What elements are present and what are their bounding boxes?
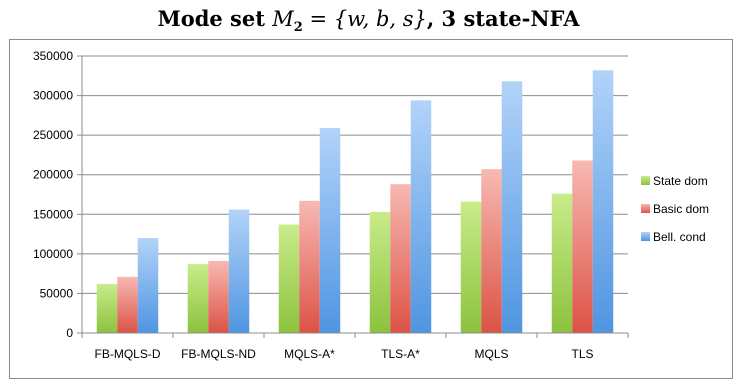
chart-title-prefix: Mode set (157, 6, 273, 31)
gridlines (82, 55, 628, 334)
legend-label: Bell. cond (653, 230, 706, 244)
bar-state-dom-tls-a (369, 211, 391, 333)
bar-basic-dom-fb-mqls-d (117, 276, 138, 333)
bar-bell-cond-mqls-a (319, 128, 341, 333)
y-tick-label: 200000 (33, 168, 73, 182)
y-axis: 0 50000 100000 150000 200000 250000 300000 3500… (33, 49, 83, 340)
bar-state-dom-fb-mqls-nd (187, 264, 209, 333)
bar-state-dom-mqls-a (278, 224, 300, 333)
legend-swatch (641, 204, 650, 213)
chart-title: Mode set M2 = {w, b, s}, 3 state-NFA (0, 6, 737, 35)
chart-title-math-symbol: M (272, 7, 294, 31)
bar-basic-dom-mqls (481, 169, 502, 333)
bar-state-dom-fb-mqls-d (96, 283, 118, 333)
x-tick-label: MQLS-A* (284, 347, 335, 361)
y-tick-label: 150000 (33, 207, 73, 221)
bar-bell-cond-tls-a (410, 100, 432, 333)
y-tick-label: 250000 (33, 128, 73, 142)
bar-bell-cond-fb-mqls-nd (228, 209, 250, 333)
legend: State dom Basic dom Bell. cond (641, 174, 709, 244)
legend-label: Basic dom (653, 202, 709, 216)
y-tick-label: 50000 (40, 286, 74, 300)
bar-basic-dom-tls (572, 160, 593, 333)
y-tick-label: 0 (66, 326, 73, 340)
bar-basic-dom-tls-a (390, 184, 411, 333)
x-tick-label: TLS (571, 347, 593, 361)
x-tick-label: FB-MQLS-ND (181, 347, 256, 361)
chart-title-suffix: , 3 state-NFA (426, 6, 580, 31)
chart-area (9, 39, 733, 379)
bar-state-dom-tls (551, 193, 573, 333)
x-tick-label: MQLS (474, 347, 508, 361)
bar-basic-dom-fb-mqls-nd (208, 260, 229, 333)
bar-bell-cond-fb-mqls-d (137, 238, 159, 333)
x-axis: FB-MQLS-D FB-MQLS-ND MQLS-A* TLS-A* MQLS TLS (81, 332, 629, 361)
bar-bell-cond-tls (592, 70, 614, 333)
legend-swatch (641, 232, 650, 241)
chart-title-math-rest: = {w, b, s} (302, 7, 427, 31)
y-tick-label: 300000 (33, 89, 73, 103)
chart-title-math-sub: 2 (293, 20, 303, 36)
bar-state-dom-mqls (460, 201, 482, 333)
y-tick-label: 350000 (33, 49, 73, 63)
x-tick-label: TLS-A* (381, 347, 420, 361)
legend-swatch (641, 176, 650, 185)
legend-label: State dom (653, 174, 708, 188)
bars (96, 70, 614, 333)
x-tick-label: FB-MQLS-D (95, 347, 161, 361)
bar-bell-cond-mqls (501, 81, 523, 333)
bar-basic-dom-mqls-a (299, 200, 320, 333)
y-tick-label: 100000 (33, 247, 73, 261)
